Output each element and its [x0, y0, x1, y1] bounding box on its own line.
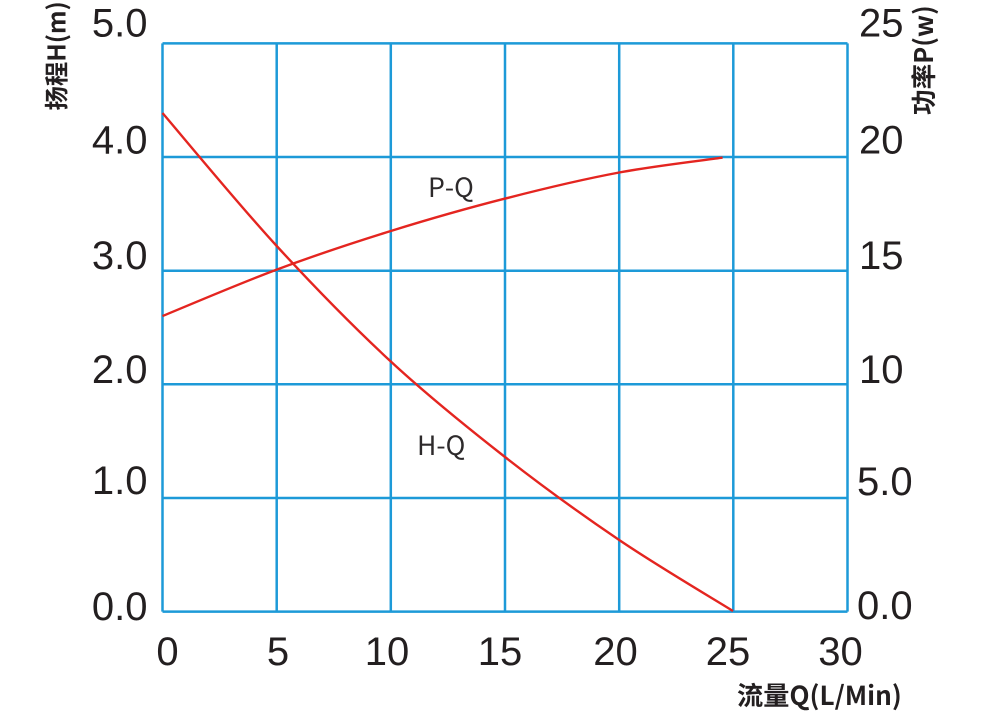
- svg-text:5: 5: [267, 630, 289, 674]
- svg-text:4.0: 4.0: [92, 119, 148, 163]
- svg-text:10: 10: [859, 348, 904, 392]
- svg-text:30: 30: [818, 630, 863, 674]
- svg-text:3.0: 3.0: [92, 234, 148, 278]
- svg-text:20: 20: [593, 630, 638, 674]
- svg-text:20: 20: [859, 119, 904, 163]
- svg-text:5.0: 5.0: [92, 2, 148, 46]
- svg-text:0: 0: [156, 630, 178, 674]
- svg-text:5.0: 5.0: [857, 460, 913, 504]
- svg-text:15: 15: [478, 630, 523, 674]
- svg-text:1.0: 1.0: [92, 459, 148, 503]
- svg-text:25: 25: [859, 2, 904, 46]
- svg-text:10: 10: [365, 630, 410, 674]
- svg-text:25: 25: [706, 630, 751, 674]
- svg-text:15: 15: [859, 234, 904, 278]
- svg-text:2.0: 2.0: [92, 348, 148, 392]
- svg-text:0.0: 0.0: [857, 584, 913, 628]
- svg-text:0.0: 0.0: [92, 585, 148, 629]
